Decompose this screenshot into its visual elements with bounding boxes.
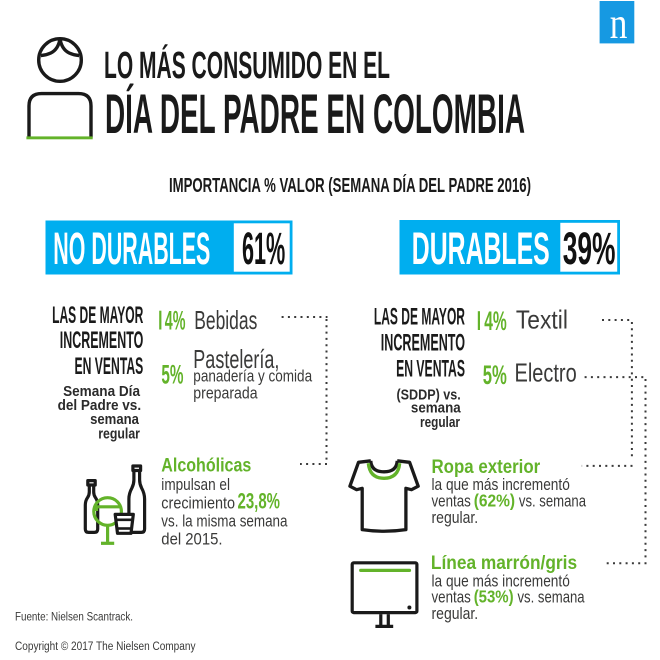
svg-text:regular: regular bbox=[420, 414, 460, 431]
svg-text:vs. semana: vs. semana bbox=[518, 589, 586, 607]
svg-text:crecimiento: crecimiento bbox=[161, 494, 235, 512]
svg-text:5%: 5% bbox=[161, 359, 183, 390]
svg-text:Semana Día: Semana Día bbox=[63, 383, 140, 400]
svg-text:EN VENTAS: EN VENTAS bbox=[396, 356, 465, 383]
svg-text:4%: 4% bbox=[165, 305, 186, 336]
svg-text:23,8%: 23,8% bbox=[238, 488, 281, 513]
svg-text:ventas: ventas bbox=[432, 492, 471, 510]
svg-text:la que más incrementó: la que más incrementó bbox=[432, 572, 570, 590]
svg-text:4%: 4% bbox=[484, 305, 507, 336]
svg-text:INCREMENTO: INCREMENTO bbox=[381, 330, 465, 357]
svg-text:regular: regular bbox=[98, 426, 140, 443]
svg-text:LO MÁS CONSUMIDO EN EL: LO MÁS CONSUMIDO EN EL bbox=[104, 45, 390, 87]
svg-text:LAS DE MAYOR: LAS DE MAYOR bbox=[374, 303, 465, 330]
svg-text:impulsan el: impulsan el bbox=[161, 476, 230, 494]
svg-text:del 2015.: del 2015. bbox=[161, 531, 222, 549]
svg-text:semana: semana bbox=[90, 411, 139, 428]
svg-text:5%: 5% bbox=[483, 359, 507, 390]
svg-text:ventas: ventas bbox=[432, 589, 471, 607]
svg-text:Electro: Electro bbox=[515, 359, 577, 387]
svg-text:regular.: regular. bbox=[432, 605, 479, 623]
svg-text:la que más incrementó: la que más incrementó bbox=[432, 476, 570, 494]
svg-text:EN VENTAS: EN VENTAS bbox=[75, 353, 144, 380]
svg-text:Fuente: Nielsen Scantrack.: Fuente: Nielsen Scantrack. bbox=[15, 612, 133, 624]
svg-text:Línea marrón/gris: Línea marrón/gris bbox=[431, 552, 577, 574]
svg-text:39%: 39% bbox=[563, 223, 616, 274]
svg-text:Ropa exterior: Ropa exterior bbox=[432, 456, 541, 478]
svg-text:vs. semana: vs. semana bbox=[519, 492, 587, 510]
svg-text:Copyright © 2017 The Nielsen C: Copyright © 2017 The Nielsen Company bbox=[15, 641, 196, 653]
svg-text:IMPORTANCIA % VALOR (SEMANA DÍ: IMPORTANCIA % VALOR (SEMANA DÍA DEL PADR… bbox=[169, 174, 531, 197]
svg-text:INCREMENTO: INCREMENTO bbox=[60, 327, 144, 354]
svg-text:(62%): (62%) bbox=[474, 490, 515, 510]
svg-text:DURABLES: DURABLES bbox=[412, 223, 550, 274]
svg-text:Textil: Textil bbox=[516, 307, 568, 335]
svg-text:LAS DE MAYOR: LAS DE MAYOR bbox=[52, 302, 143, 329]
svg-text:del Padre vs.: del Padre vs. bbox=[58, 397, 142, 414]
svg-text:n: n bbox=[610, 0, 628, 48]
svg-text:Pastelería,: Pastelería, bbox=[193, 346, 279, 374]
svg-text:Bebidas: Bebidas bbox=[194, 307, 257, 335]
svg-text:regular.: regular. bbox=[432, 509, 479, 527]
svg-text:DÍA DEL PADRE EN COLOMBIA: DÍA DEL PADRE EN COLOMBIA bbox=[105, 83, 525, 145]
svg-text:panadería y comida: panadería y comida bbox=[193, 368, 312, 386]
svg-text:preparada: preparada bbox=[193, 385, 258, 403]
svg-text:Alcohólicas: Alcohólicas bbox=[161, 454, 251, 476]
svg-text:vs. la misma semana: vs. la misma semana bbox=[161, 512, 288, 530]
svg-text:(53%): (53%) bbox=[474, 587, 514, 607]
svg-text:(SDDP) vs.: (SDDP) vs. bbox=[397, 387, 461, 404]
svg-text:NO DURABLES: NO DURABLES bbox=[53, 223, 210, 274]
svg-text:semana: semana bbox=[411, 399, 461, 416]
svg-text:61%: 61% bbox=[242, 223, 285, 274]
